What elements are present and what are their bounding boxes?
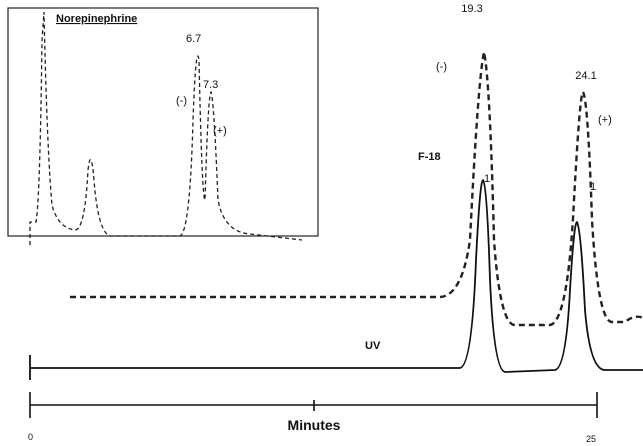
peak-label: 7.3 xyxy=(203,79,218,91)
enantiomer-label: (+) xyxy=(598,114,612,126)
axis-start: 0 xyxy=(28,432,33,442)
peak-marker: 1 xyxy=(590,181,596,193)
peak-label: 19.3 xyxy=(461,3,482,15)
f18-trace xyxy=(70,51,643,327)
axis-title: Minutes xyxy=(288,417,341,433)
axis-end: 25 xyxy=(586,434,596,444)
uv-trace xyxy=(29,179,643,380)
peak-label: 6.7 xyxy=(186,33,201,45)
trace-label: UV xyxy=(365,340,381,352)
enantiomer-label: (-) xyxy=(436,61,447,73)
peak-label: 24.1 xyxy=(575,70,596,82)
inset-trace xyxy=(29,11,303,245)
inset-frame xyxy=(7,7,319,237)
enantiomer-label: (+) xyxy=(213,125,227,137)
peak-marker: 1 xyxy=(484,173,490,185)
enantiomer-label: (-) xyxy=(176,95,187,107)
time-axis xyxy=(29,392,598,418)
trace-label: F-18 xyxy=(418,151,441,163)
inset-title: Norepinephrine xyxy=(56,13,137,25)
